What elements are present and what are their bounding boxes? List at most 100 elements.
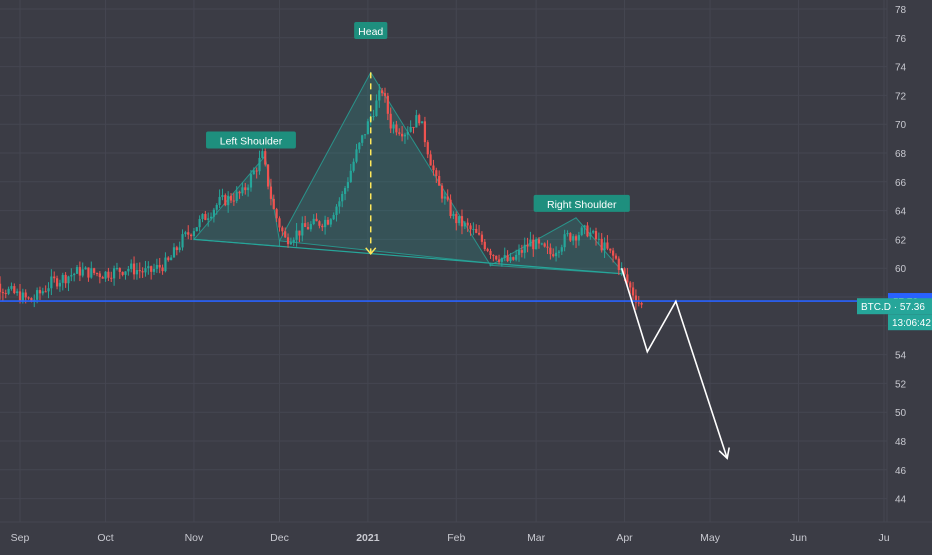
candle-down [455, 213, 458, 224]
candle-up [452, 213, 455, 217]
candle-down [460, 216, 464, 227]
candle-down [275, 209, 278, 219]
candle-down [506, 255, 509, 261]
candle-up [540, 243, 543, 245]
candle-up [135, 270, 139, 275]
candle-up [67, 276, 70, 284]
candle-up [10, 286, 13, 289]
candle-up [352, 161, 355, 171]
candle-down [537, 239, 541, 244]
candle-up [403, 134, 407, 137]
candle-up [523, 244, 526, 253]
y-tick-label: 54 [895, 351, 907, 362]
candle-down [629, 282, 632, 288]
candle-up [554, 252, 558, 257]
candle-up [36, 290, 39, 300]
candle-down [486, 249, 489, 251]
candle-up [503, 255, 506, 258]
candle-up [61, 274, 64, 283]
candle-down [549, 247, 552, 255]
candle-down [304, 223, 307, 227]
y-tick-label: 70 [895, 120, 907, 131]
candle-up [130, 263, 133, 269]
candle-down [18, 291, 22, 302]
candle-up [500, 257, 504, 262]
candle-down [412, 126, 415, 128]
candle-up [363, 134, 367, 136]
candle-up [443, 196, 446, 199]
candle-up [463, 222, 466, 227]
candle-down [623, 268, 626, 275]
candle-down [161, 267, 164, 272]
candle-up [406, 131, 409, 135]
candle-down [55, 278, 59, 287]
candle-up [127, 268, 130, 272]
price-tag-countdown-text: 13:06:42 [892, 318, 931, 329]
candle-down [609, 248, 612, 251]
candle-down [569, 233, 572, 241]
y-tick-label: 50 [895, 408, 907, 419]
candle-down [272, 198, 275, 210]
candle-up [517, 250, 521, 255]
candle-down [278, 218, 281, 228]
candle-down [449, 199, 452, 217]
candle-up [261, 151, 264, 158]
pattern-label-box [533, 194, 630, 212]
candle-down [286, 237, 290, 245]
candle-up [21, 292, 24, 302]
candle-down [232, 200, 235, 202]
candle-down [24, 292, 27, 298]
candle-up [249, 174, 253, 188]
candle-down [477, 232, 481, 235]
candle-down [398, 132, 401, 134]
candle-down [110, 277, 113, 279]
candle-down [244, 187, 247, 191]
candle-up [355, 149, 358, 162]
candle-up [164, 257, 167, 272]
candle-up [335, 206, 338, 216]
candle-down [224, 195, 227, 206]
candle-up [458, 216, 461, 224]
candle-down [600, 238, 603, 251]
candle-down [150, 266, 153, 272]
candle-up [535, 239, 538, 250]
candle-down [118, 267, 121, 272]
y-tick-label: 52 [895, 379, 907, 390]
candle-up [75, 267, 79, 274]
y-tick-label: 48 [895, 437, 907, 448]
candle-up [361, 135, 364, 143]
candle-down [189, 234, 193, 237]
candle-up [472, 228, 475, 230]
candle-up [58, 282, 62, 287]
x-tick-label: Dec [270, 532, 289, 544]
x-tick-label: Nov [185, 532, 204, 544]
candle-down [95, 272, 99, 274]
candle-up [563, 234, 566, 248]
candle-up [147, 266, 150, 269]
candle-down [107, 271, 110, 278]
candle-down [101, 277, 104, 279]
candle-down [552, 254, 555, 257]
candle-up [312, 218, 315, 225]
candle-down [429, 154, 432, 166]
x-tick-label: Apr [616, 532, 633, 544]
candle-up [529, 239, 532, 247]
candle-down [389, 113, 392, 129]
candle-down [167, 257, 170, 261]
candle-down [255, 170, 258, 172]
candle-up [572, 236, 575, 241]
candle-down [229, 195, 233, 201]
x-tick-label: May [700, 532, 721, 544]
candle-up [509, 257, 512, 261]
candle-up [415, 115, 418, 128]
candle-up [346, 182, 350, 189]
candle-down [175, 247, 178, 251]
x-tick-label: Jun [790, 532, 807, 544]
candle-up [201, 214, 204, 219]
x-tick-label: Feb [447, 532, 465, 544]
candle-up [378, 90, 381, 101]
candle-down [640, 303, 643, 305]
candle-down [306, 226, 310, 230]
